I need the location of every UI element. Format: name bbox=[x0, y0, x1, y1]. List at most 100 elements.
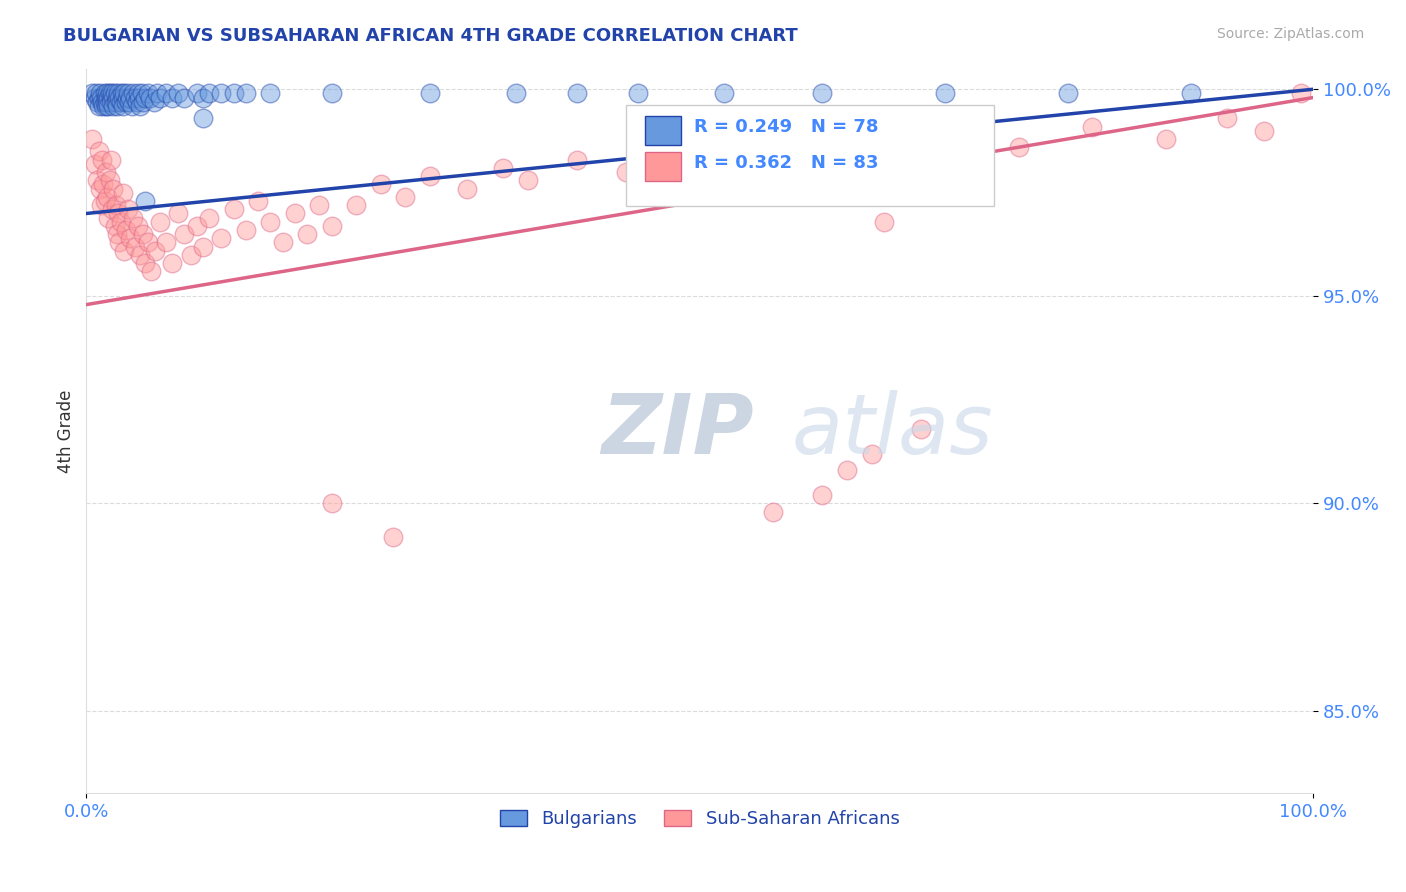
Legend: Bulgarians, Sub-Saharan Africans: Bulgarians, Sub-Saharan Africans bbox=[492, 802, 907, 835]
Point bbox=[112, 99, 135, 113]
Point bbox=[89, 181, 111, 195]
Point bbox=[90, 90, 112, 104]
Text: BULGARIAN VS SUBSAHARAN AFRICAN 4TH GRADE CORRELATION CHART: BULGARIAN VS SUBSAHARAN AFRICAN 4TH GRAD… bbox=[63, 27, 799, 45]
Point bbox=[97, 99, 120, 113]
Point bbox=[167, 206, 190, 220]
Point bbox=[103, 87, 125, 101]
Point bbox=[136, 87, 159, 101]
Point bbox=[1180, 87, 1202, 101]
Point bbox=[129, 248, 152, 262]
Point bbox=[103, 90, 125, 104]
Point bbox=[142, 95, 165, 109]
Point bbox=[84, 87, 107, 101]
Point bbox=[107, 206, 129, 220]
Point bbox=[173, 90, 195, 104]
Point bbox=[271, 235, 294, 250]
Point bbox=[143, 244, 166, 258]
Point bbox=[394, 190, 416, 204]
Point bbox=[259, 87, 281, 101]
Point bbox=[108, 90, 131, 104]
Point bbox=[127, 219, 149, 233]
Point bbox=[235, 223, 257, 237]
Point bbox=[89, 87, 111, 101]
Text: Source: ZipAtlas.com: Source: ZipAtlas.com bbox=[1216, 27, 1364, 41]
Point bbox=[186, 219, 208, 233]
Point bbox=[114, 95, 136, 109]
Point bbox=[100, 90, 122, 104]
Point bbox=[247, 194, 270, 208]
Point bbox=[811, 87, 834, 101]
Point bbox=[308, 198, 330, 212]
Point bbox=[131, 87, 153, 101]
Point bbox=[110, 215, 132, 229]
Bar bbox=[626, 104, 994, 206]
Point bbox=[115, 90, 138, 104]
Point bbox=[1253, 123, 1275, 137]
Point bbox=[835, 463, 858, 477]
Point bbox=[91, 153, 114, 167]
Point bbox=[344, 198, 367, 212]
Point bbox=[104, 198, 127, 212]
Text: R = 0.249   N = 78: R = 0.249 N = 78 bbox=[693, 118, 879, 136]
Point bbox=[1216, 112, 1239, 126]
Point bbox=[565, 87, 588, 101]
Point bbox=[505, 87, 527, 101]
Point bbox=[198, 87, 221, 101]
Point bbox=[664, 145, 686, 159]
Point bbox=[627, 87, 650, 101]
Point bbox=[91, 95, 114, 109]
Point bbox=[103, 181, 125, 195]
Point bbox=[419, 169, 441, 184]
Point bbox=[235, 87, 257, 101]
Point bbox=[762, 505, 785, 519]
Point bbox=[811, 488, 834, 502]
Point bbox=[382, 530, 405, 544]
Point bbox=[117, 87, 139, 101]
Point bbox=[105, 90, 128, 104]
Point bbox=[934, 128, 956, 142]
Point bbox=[93, 194, 115, 208]
Point bbox=[222, 87, 245, 101]
Point bbox=[100, 95, 122, 109]
Point bbox=[87, 145, 110, 159]
Point bbox=[209, 231, 232, 245]
Point bbox=[565, 153, 588, 167]
Point bbox=[128, 90, 150, 104]
Point bbox=[860, 447, 883, 461]
Point bbox=[82, 132, 104, 146]
Point bbox=[96, 190, 118, 204]
Point bbox=[180, 248, 202, 262]
Bar bbox=[644, 116, 682, 145]
Point bbox=[1154, 132, 1177, 146]
Point bbox=[94, 90, 117, 104]
Point bbox=[87, 90, 110, 104]
Point bbox=[94, 99, 117, 113]
Point bbox=[122, 87, 145, 101]
Point bbox=[110, 95, 132, 109]
Point bbox=[1057, 87, 1080, 101]
Point bbox=[98, 173, 121, 187]
Point bbox=[155, 235, 177, 250]
Point bbox=[97, 90, 120, 104]
Point bbox=[96, 87, 118, 101]
Point bbox=[121, 99, 143, 113]
Text: atlas: atlas bbox=[792, 391, 994, 472]
Point bbox=[222, 202, 245, 217]
Point bbox=[160, 90, 183, 104]
Point bbox=[112, 90, 135, 104]
Point bbox=[198, 211, 221, 225]
Point bbox=[141, 264, 163, 278]
Point bbox=[105, 99, 128, 113]
Point bbox=[910, 422, 932, 436]
Point bbox=[295, 227, 318, 242]
Point bbox=[96, 95, 118, 109]
Point bbox=[118, 95, 141, 109]
Point bbox=[114, 223, 136, 237]
Point bbox=[146, 87, 169, 101]
Point bbox=[87, 99, 110, 113]
Point bbox=[103, 219, 125, 233]
Point bbox=[191, 239, 214, 253]
Point bbox=[86, 173, 108, 187]
Point bbox=[134, 194, 156, 208]
Point bbox=[1289, 87, 1312, 101]
